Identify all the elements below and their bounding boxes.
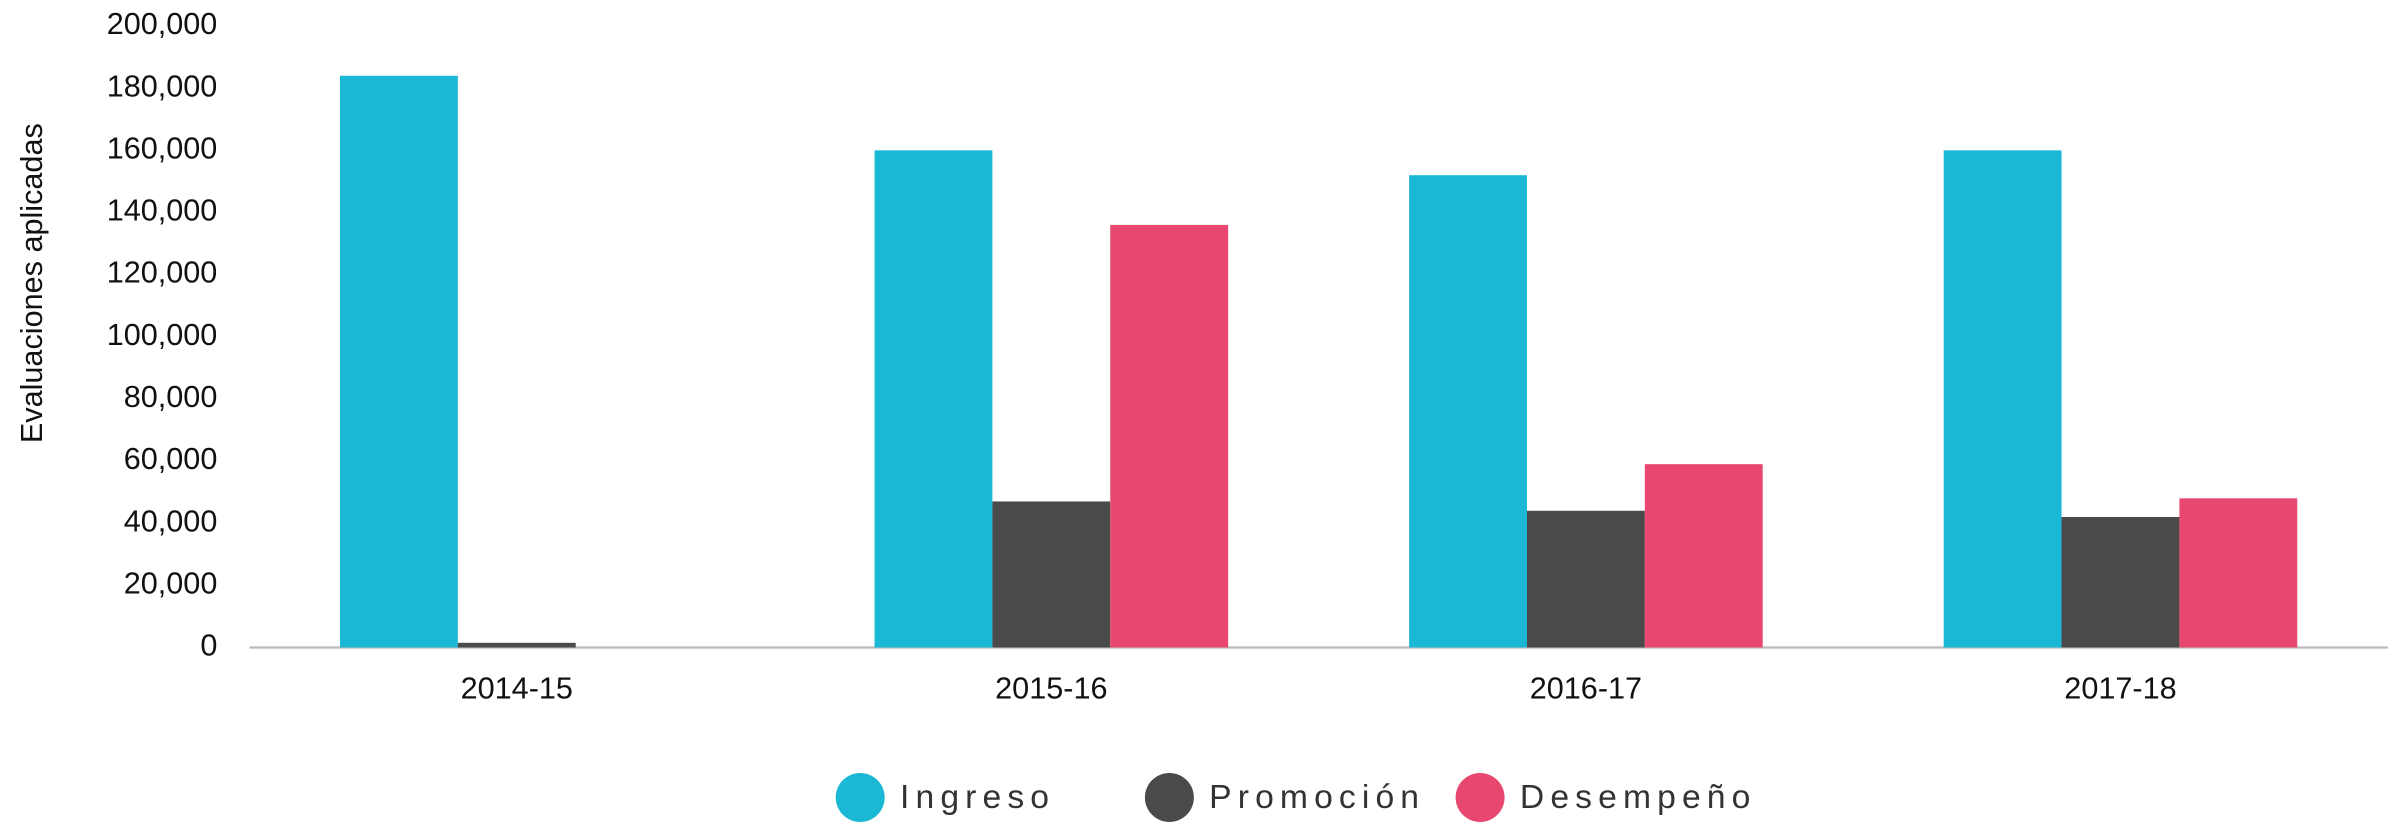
x-tick-label: 2014-15 [461,671,573,705]
bar [1409,175,1527,648]
y-tick-label: 160,000 [107,131,218,165]
y-tick-label: 100,000 [107,318,218,352]
x-tick-label: 2016-17 [1530,671,1642,705]
bar [1526,510,1645,648]
bar [339,75,458,648]
legend-label: Promoción [1209,779,1425,816]
bar [2179,498,2298,648]
x-tick-label: 2017-18 [2064,671,2176,705]
bar [1943,150,2062,648]
bar [2061,516,2180,648]
y-axis-label: Evaluaciones aplicadas [15,123,49,443]
x-tick-label: 2015-16 [995,671,1107,705]
y-tick-label: 140,000 [107,194,218,228]
bar [1644,464,1763,648]
y-tick-label: 120,000 [107,256,218,290]
legend-swatch [835,772,885,822]
legend-label: Ingreso [900,779,1055,816]
y-tick-label: 60,000 [124,442,218,476]
y-tick-label: 200,000 [107,7,218,41]
y-tick-label: 180,000 [107,69,218,103]
legend-label: Desempeño [1520,779,1757,816]
bar [1110,224,1229,648]
y-tick-label: 0 [200,629,217,663]
y-tick-label: 40,000 [124,504,218,538]
bar [457,642,576,648]
bar [992,501,1111,648]
legend-swatch [1144,772,1194,822]
y-tick-label: 80,000 [124,380,218,414]
y-tick-label: 20,000 [124,566,218,600]
bar [874,150,993,648]
legend-swatch [1455,772,1505,822]
